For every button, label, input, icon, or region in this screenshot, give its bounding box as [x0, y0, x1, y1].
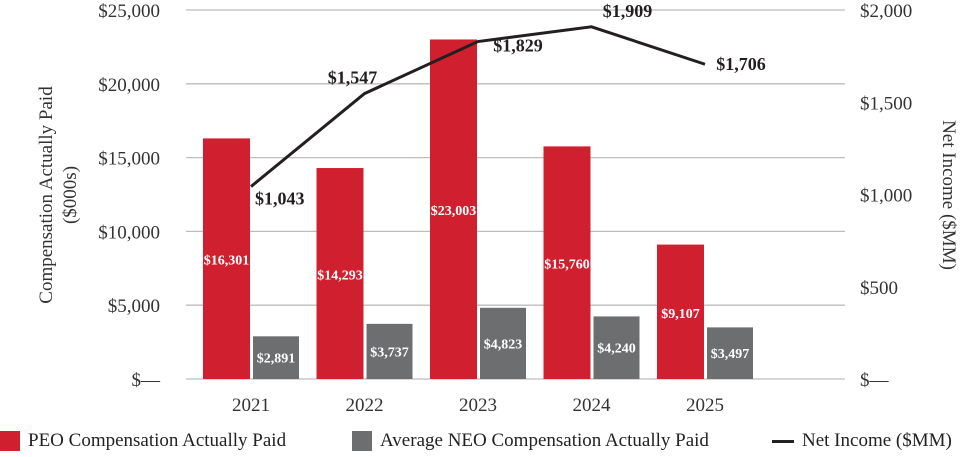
bar-peo [543, 146, 591, 379]
x-tick-label: 2023 [459, 395, 497, 416]
x-tick-label: 2021 [232, 395, 270, 416]
bar-neo [366, 323, 413, 379]
net-income-label: $1,909 [603, 1, 653, 21]
y2-tick-label: $1,000 [860, 186, 912, 207]
legend-label-neo: Average NEO Compensation Actually Paid [380, 430, 709, 451]
bar-label-neo: $3,497 [711, 347, 750, 362]
net-income-label: $1,547 [328, 68, 378, 88]
legend-line-net-income [772, 439, 794, 443]
legend: PEO Compensation Actually Paid Average N… [0, 430, 969, 454]
x-tick-label: 2024 [573, 395, 612, 416]
y-tick-label: $25,000 [98, 1, 160, 22]
y-tick-label: $20,000 [98, 75, 160, 96]
y-tick-label: $15,000 [98, 149, 160, 170]
y2-tick-label: $— [860, 370, 890, 391]
legend-item-net-income: Net Income ($MM) [772, 430, 952, 452]
y2-tick-label: $2,000 [860, 1, 912, 22]
y-tick-label: $10,000 [98, 222, 160, 243]
bar-label-neo: $4,823 [484, 337, 523, 352]
bar-peo [316, 168, 364, 379]
bar-label-peo: $15,760 [544, 258, 590, 273]
legend-swatch-neo [352, 431, 372, 451]
legend-item-peo: PEO Compensation Actually Paid [0, 430, 286, 452]
legend-swatch-peo [0, 431, 20, 451]
net-income-line [250, 25, 706, 188]
legend-item-neo: Average NEO Compensation Actually Paid [352, 430, 709, 452]
y2-tick-label: $1,500 [860, 93, 912, 114]
y-axis-label: Compensation Actually Paid [36, 86, 57, 304]
bar-label-neo: $2,891 [257, 352, 296, 367]
x-tick-label: 2022 [346, 395, 384, 416]
bar-peo [203, 138, 250, 379]
bar-label-peo: $16,301 [204, 254, 250, 269]
legend-label-peo: PEO Compensation Actually Paid [28, 430, 287, 451]
bar-label-neo: $3,737 [370, 345, 409, 360]
y-tick-label: $— [132, 370, 162, 391]
bar-neo [480, 307, 526, 379]
bar-peo [430, 39, 477, 380]
bar-label-peo: $9,107 [661, 307, 700, 322]
y-tick-label: $5,000 [108, 296, 160, 317]
bar-label-neo: $4,240 [597, 342, 636, 357]
x-tick-label: 2025 [686, 395, 724, 416]
legend-label-net-income: Net Income ($MM) [802, 430, 952, 451]
y2-tick-label: $500 [860, 278, 898, 299]
y2-axis-label: Net Income ($MM) [938, 120, 959, 270]
bar-label-peo: $14,293 [317, 269, 363, 284]
bar-neo [593, 316, 640, 379]
net-income-label: $1,706 [716, 54, 766, 74]
net-income-label: $1,043 [255, 189, 305, 209]
net-income-label: $1,829 [493, 36, 543, 56]
y-axis-label-unit: ($000s) [60, 166, 81, 224]
bar-peo [657, 244, 704, 379]
bar-neo [707, 327, 753, 379]
bar-neo [253, 336, 299, 379]
bar-label-peo: $23,003 [431, 204, 477, 219]
chart-svg: $— $5,000 $10,000 $15,000 $20,000 $25,000 $— $5… [36, 1, 959, 416]
